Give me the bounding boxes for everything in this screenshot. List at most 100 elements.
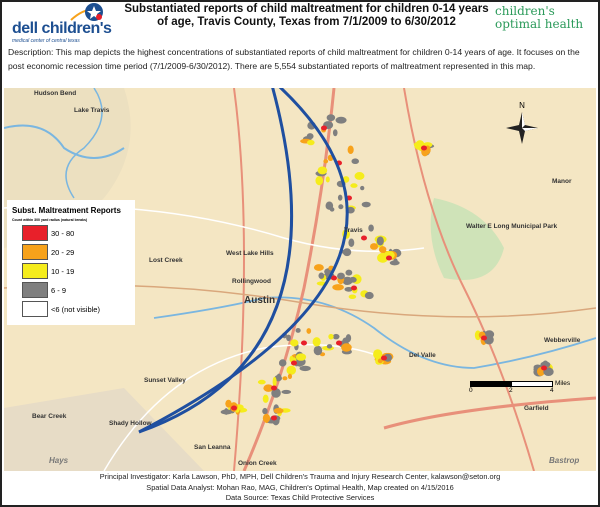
place-label: Onion Creek xyxy=(238,460,277,467)
hotspot-mark xyxy=(286,365,297,375)
scale-tick: 4 xyxy=(550,387,554,394)
hotspot-mark xyxy=(289,355,294,363)
hotspot-mark xyxy=(306,328,312,334)
crescent-outer-edge xyxy=(138,88,349,434)
hotspot-mark xyxy=(368,224,374,232)
place-label: Hays xyxy=(49,456,69,465)
footer-investigator: Principal Investigator: Karla Lawson, Ph… xyxy=(99,472,501,481)
legend-swatch xyxy=(22,244,48,260)
dell-childrens-logo: dell children's medical center of centra… xyxy=(6,3,121,46)
place-label: Bastrop xyxy=(549,456,579,465)
hotspot-mark xyxy=(329,207,335,212)
hotspot-mark xyxy=(328,333,334,340)
hotspot-mark xyxy=(370,243,379,250)
place-label: San Leanna xyxy=(194,444,231,451)
hotspot-mark xyxy=(262,407,268,415)
legend-label: 20 - 29 xyxy=(51,247,75,257)
place-label: Webberville xyxy=(544,337,581,344)
hotspot-mark xyxy=(541,365,547,371)
place-label: Lake Travis xyxy=(74,107,110,114)
legend-label: 10 - 19 xyxy=(51,266,75,276)
hotspot-mark xyxy=(342,176,350,183)
legend-item: 6 - 9 xyxy=(22,282,135,298)
logo-right-line2: optimal health xyxy=(495,17,584,31)
hotspot-mark xyxy=(332,333,340,340)
legend-subtitle: Count within 300 yard radius (natural br… xyxy=(12,218,88,222)
hotspot-mark xyxy=(276,373,282,379)
place-label: Sunset Valley xyxy=(144,377,186,384)
legend-item: <6 (not visible) xyxy=(22,301,135,317)
hotspot-mark xyxy=(354,172,365,180)
page-title: Substantiated reports of child maltreatm… xyxy=(124,3,489,28)
hotspot-mark xyxy=(262,394,269,403)
hotspot-mark xyxy=(348,294,357,299)
hotspot-mark xyxy=(291,360,297,366)
hotspot-mark xyxy=(326,114,336,122)
place-label: Garfield xyxy=(524,405,549,412)
hotspot-mark xyxy=(325,176,330,183)
hotspot-mark xyxy=(257,379,266,385)
legend-swatch xyxy=(22,225,48,241)
legend-swatch xyxy=(22,301,48,317)
hotspot-mark xyxy=(272,376,277,387)
hotspot-mark xyxy=(386,255,392,261)
hotspot-mark xyxy=(379,246,387,254)
hotspot-mark xyxy=(344,286,354,292)
hotspot-mark xyxy=(306,133,314,140)
hotspot-mark xyxy=(295,353,307,361)
footer-analyst: Spatial Data Analyst: Mohan Rao, MAG, Ch… xyxy=(146,482,454,492)
hotspot-mark xyxy=(332,129,338,137)
scale-unit: Miles xyxy=(555,380,571,387)
hotspot-mark xyxy=(301,340,307,346)
legend-label: 6 - 9 xyxy=(51,285,67,295)
hotspot-mark xyxy=(332,284,344,291)
hotspot-mark xyxy=(343,278,349,285)
hotspot-mark xyxy=(224,408,229,415)
hotspot-mark xyxy=(351,158,360,165)
legend-label: <6 (not visible) xyxy=(51,304,100,314)
hotspot-mark xyxy=(348,238,355,247)
star-logo-icon xyxy=(70,3,103,21)
north-label: N xyxy=(519,101,525,110)
legend: Subst. Maltreatment Reports Count within… xyxy=(7,200,135,325)
hotspot-mark xyxy=(271,415,277,421)
childrens-optimal-health-logo: children's optimal health xyxy=(495,5,583,31)
hotspot-mark xyxy=(323,159,329,164)
legend-item: 10 - 19 xyxy=(22,263,135,279)
hotspot-mark xyxy=(313,264,324,271)
hotspot-mark xyxy=(317,166,328,175)
north-arrow-icon: N xyxy=(506,101,538,144)
hotspot-mark xyxy=(347,145,354,155)
place-label: Lost Creek xyxy=(149,257,183,264)
hotspot-mark xyxy=(348,276,357,283)
hotspot-mark xyxy=(376,236,384,246)
footer-source: Data Source: Texas Child Protective Serv… xyxy=(225,493,375,502)
scale-tick: 2 xyxy=(509,387,513,394)
hotspot-mark xyxy=(335,116,347,124)
legend-label: 30 - 80 xyxy=(51,228,75,238)
hotspot-mark xyxy=(377,358,383,364)
hotspot-mark xyxy=(318,272,325,279)
hotspot-mark xyxy=(295,328,301,333)
logo-right-line1: children's xyxy=(495,4,555,18)
hotspot-mark xyxy=(337,272,345,280)
hotspot-mark xyxy=(281,389,292,395)
place-label: Bear Creek xyxy=(32,413,67,420)
hotspot-mark xyxy=(271,388,281,398)
hotspot-mark xyxy=(373,349,383,360)
logo-subtext: medical center of central texas xyxy=(12,38,80,44)
place-label: Shady Hollow xyxy=(109,420,153,427)
hotspot-mark xyxy=(361,201,371,208)
legend-item: 20 - 29 xyxy=(22,244,135,260)
hotspot-mark xyxy=(231,405,237,411)
hotspot-mark xyxy=(421,145,427,151)
place-label: Del Valle xyxy=(409,352,436,359)
place-label: Travis xyxy=(344,227,363,234)
hotspot-mark xyxy=(315,176,324,186)
hotspot-mark xyxy=(336,340,342,346)
hotspot-mark xyxy=(262,413,271,423)
hotspot-mark xyxy=(340,249,349,254)
hotspot-mark xyxy=(282,376,288,381)
hotspot-mark xyxy=(271,385,277,391)
hotspot-mark xyxy=(331,275,337,281)
